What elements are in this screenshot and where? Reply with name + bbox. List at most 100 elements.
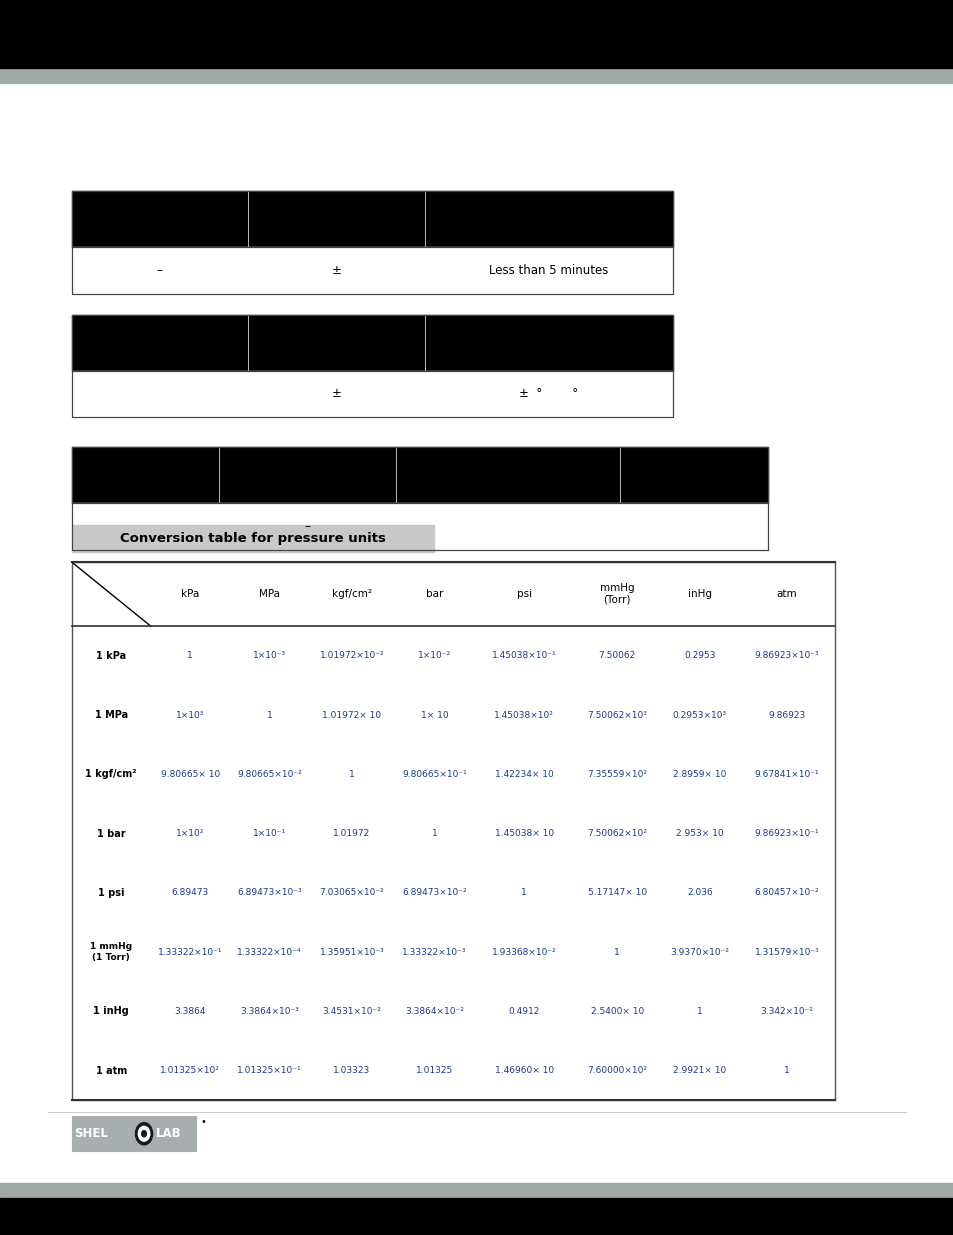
- Text: 7.50062×10²: 7.50062×10²: [587, 829, 646, 839]
- Bar: [151, 685, 230, 745]
- Bar: [739, 804, 834, 863]
- Bar: [71, 247, 672, 294]
- Bar: [395, 685, 474, 745]
- Text: MPa: MPa: [258, 589, 280, 599]
- Text: 1 inHg: 1 inHg: [93, 1007, 129, 1016]
- Text: 1 psi: 1 psi: [98, 888, 124, 898]
- Text: 1.45038× 10: 1.45038× 10: [495, 829, 553, 839]
- Bar: [230, 1041, 309, 1100]
- Text: 1: 1: [431, 829, 437, 839]
- Bar: [574, 923, 659, 982]
- Circle shape: [138, 1126, 150, 1141]
- Text: 1.03323: 1.03323: [333, 1066, 371, 1076]
- Text: 1.31579×10⁻³: 1.31579×10⁻³: [754, 947, 819, 957]
- Bar: [309, 562, 395, 626]
- Bar: [309, 685, 395, 745]
- Bar: [574, 1041, 659, 1100]
- Text: 1.01972× 10: 1.01972× 10: [322, 710, 381, 720]
- Bar: [71, 804, 151, 863]
- Bar: [739, 626, 834, 685]
- Bar: [230, 982, 309, 1041]
- Text: 3.3864: 3.3864: [174, 1007, 206, 1016]
- Bar: [151, 626, 230, 685]
- Bar: [659, 863, 739, 923]
- Bar: [230, 804, 309, 863]
- Text: 1×10⁻²: 1×10⁻²: [417, 651, 451, 661]
- Text: •: •: [200, 1116, 206, 1126]
- Circle shape: [135, 1123, 152, 1145]
- Text: 1.01325×10²: 1.01325×10²: [160, 1066, 220, 1076]
- Text: 1.46960× 10: 1.46960× 10: [495, 1066, 553, 1076]
- Text: bar: bar: [425, 589, 443, 599]
- Text: 7.03065×10⁻²: 7.03065×10⁻²: [319, 888, 384, 898]
- Bar: [395, 626, 474, 685]
- Bar: [309, 982, 395, 1041]
- Bar: [248, 370, 424, 417]
- Text: 6.89473×10⁻³: 6.89473×10⁻³: [237, 888, 301, 898]
- Bar: [659, 1041, 739, 1100]
- Bar: [474, 982, 574, 1041]
- Bar: [71, 1041, 151, 1100]
- Bar: [574, 745, 659, 804]
- Text: 1.01325: 1.01325: [416, 1066, 453, 1076]
- Text: 1.45038×10⁻¹: 1.45038×10⁻¹: [492, 651, 556, 661]
- Text: 1×10⁻³: 1×10⁻³: [253, 651, 286, 661]
- Bar: [659, 923, 739, 982]
- Text: kgf/cm²: kgf/cm²: [332, 589, 372, 599]
- Bar: [71, 626, 151, 685]
- Bar: [474, 804, 574, 863]
- Text: 9.80665×10⁻²: 9.80665×10⁻²: [237, 769, 301, 779]
- Bar: [71, 447, 767, 503]
- Text: 3.342×10⁻²: 3.342×10⁻²: [760, 1007, 813, 1016]
- Bar: [395, 447, 619, 503]
- Bar: [248, 247, 424, 294]
- Text: 7.50062: 7.50062: [598, 651, 636, 661]
- Text: 1×10²: 1×10²: [176, 829, 204, 839]
- Text: –: –: [304, 520, 311, 532]
- Text: 1 bar: 1 bar: [96, 829, 126, 839]
- Text: SHEL: SHEL: [74, 1128, 109, 1140]
- Bar: [739, 863, 834, 923]
- Bar: [0, 68, 953, 83]
- Bar: [151, 804, 230, 863]
- Text: ±: ±: [331, 264, 341, 277]
- Text: inHg: inHg: [687, 589, 711, 599]
- Text: 2.953× 10: 2.953× 10: [676, 829, 722, 839]
- Bar: [71, 503, 767, 550]
- Bar: [619, 447, 767, 503]
- Bar: [71, 315, 672, 370]
- Bar: [424, 315, 672, 370]
- Bar: [151, 923, 230, 982]
- Text: 1.01325×10⁻¹: 1.01325×10⁻¹: [237, 1066, 301, 1076]
- Text: 1 mmHg
(1 Torr): 1 mmHg (1 Torr): [90, 942, 132, 962]
- Bar: [309, 626, 395, 685]
- Bar: [739, 685, 834, 745]
- Bar: [71, 191, 248, 247]
- Text: 1: 1: [696, 1007, 702, 1016]
- Bar: [739, 982, 834, 1041]
- Text: 0.4912: 0.4912: [508, 1007, 539, 1016]
- Text: 9.86923: 9.86923: [767, 710, 805, 720]
- Bar: [659, 804, 739, 863]
- Text: 1: 1: [520, 888, 527, 898]
- Bar: [574, 685, 659, 745]
- Bar: [0, 0, 953, 68]
- Text: 5.17147× 10: 5.17147× 10: [587, 888, 646, 898]
- Text: LAB: LAB: [155, 1128, 181, 1140]
- Text: 1.01972: 1.01972: [333, 829, 371, 839]
- Text: ±  °        °: ± ° °: [518, 388, 578, 400]
- Bar: [309, 923, 395, 982]
- Bar: [574, 626, 659, 685]
- Bar: [309, 804, 395, 863]
- Bar: [151, 863, 230, 923]
- Text: Less than 5 minutes: Less than 5 minutes: [488, 264, 608, 277]
- Bar: [395, 982, 474, 1041]
- Text: 7.50062×10³: 7.50062×10³: [587, 710, 646, 720]
- Bar: [230, 923, 309, 982]
- Bar: [395, 923, 474, 982]
- Bar: [309, 863, 395, 923]
- Text: 3.4531×10⁻²: 3.4531×10⁻²: [322, 1007, 381, 1016]
- Bar: [395, 1041, 474, 1100]
- Text: 1.01972×10⁻²: 1.01972×10⁻²: [319, 651, 384, 661]
- Text: 1.35951×10⁻³: 1.35951×10⁻³: [319, 947, 384, 957]
